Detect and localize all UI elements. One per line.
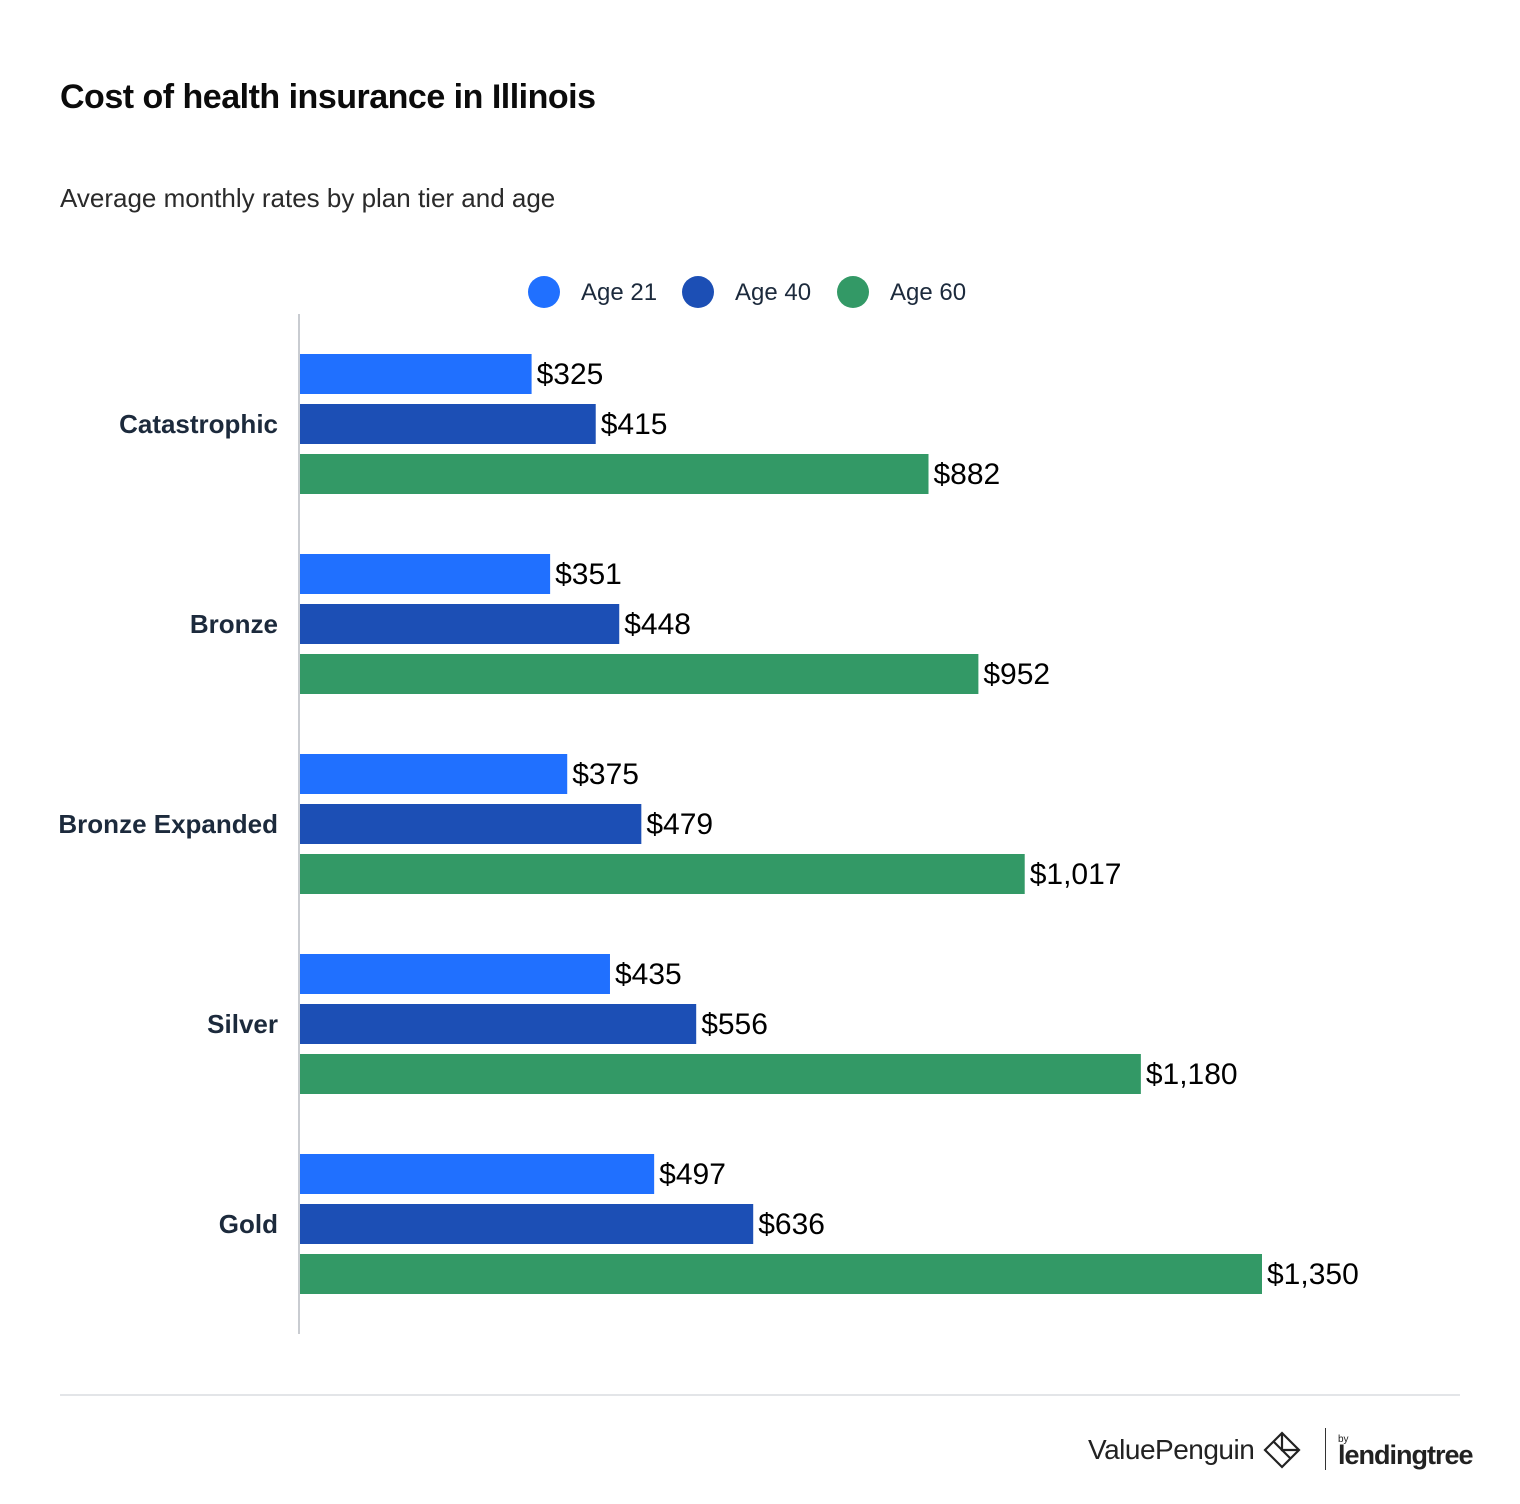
bar-age-60: [300, 654, 979, 694]
category-label: Bronze Expanded: [58, 809, 278, 839]
data-label: $882: [934, 458, 1001, 491]
brand-separator: [1325, 1428, 1326, 1470]
legend-label-age-40: Age 40: [735, 279, 811, 306]
category-label: Catastrophic: [119, 409, 278, 439]
bar-age-40: [300, 604, 620, 644]
legend-marker-age-40: [682, 276, 714, 308]
data-label: $325: [537, 358, 604, 391]
data-label: $1,180: [1146, 1058, 1238, 1091]
bar-age-40: [300, 1204, 754, 1244]
data-label: $556: [701, 1008, 768, 1041]
bar-age-21: [300, 554, 551, 594]
bar-age-60: [300, 1054, 1141, 1094]
bar-chart: Age 21 Age 40 Age 60 Catastrophic $325 $415 $8…: [58, 276, 1359, 1334]
bar-age-60: [300, 1254, 1262, 1294]
data-label: $448: [624, 608, 691, 641]
chart-subtitle: Average monthly rates by plan tier and a…: [60, 183, 556, 213]
data-label: $497: [659, 1158, 726, 1191]
data-label: $479: [646, 808, 713, 841]
lendingtree-logo: lendingtree: [1338, 1440, 1474, 1470]
data-label: $351: [555, 558, 622, 591]
valuepenguin-diamond-icon: [1263, 1431, 1301, 1469]
bar-age-40: [300, 804, 642, 844]
data-label: $636: [758, 1208, 825, 1241]
bar-age-60: [300, 454, 929, 494]
bar-age-60: [300, 854, 1025, 894]
valuepenguin-logo: ValuePenguin: [1088, 1422, 1302, 1478]
legend-marker-age-21: [528, 276, 560, 308]
legend-label-age-60: Age 60: [890, 279, 966, 306]
valuepenguin-wordmark: ValuePenguin: [1088, 1434, 1255, 1465]
bar-age-21: [300, 1154, 655, 1194]
footer-divider: [60, 1394, 1460, 1396]
chart-title: Cost of health insurance in Illinois: [60, 78, 596, 116]
bar-age-21: [300, 754, 568, 794]
lendingtree-by-label: by: [1338, 1434, 1349, 1445]
data-label: $1,017: [1030, 858, 1122, 891]
bar-age-21: [300, 354, 532, 394]
legend-marker-age-60: [837, 276, 869, 308]
category-label: Bronze: [190, 609, 278, 639]
data-label: $415: [601, 408, 668, 441]
data-label: $1,350: [1267, 1258, 1359, 1291]
bar-age-40: [300, 404, 596, 444]
bar-age-21: [300, 954, 610, 994]
category-label: Gold: [219, 1209, 278, 1239]
legend-label-age-21: Age 21: [581, 279, 657, 306]
data-label: $435: [615, 958, 682, 991]
data-label: $952: [983, 658, 1050, 691]
category-label: Silver: [207, 1009, 278, 1039]
bar-age-40: [300, 1004, 697, 1044]
data-label: $375: [572, 758, 639, 791]
